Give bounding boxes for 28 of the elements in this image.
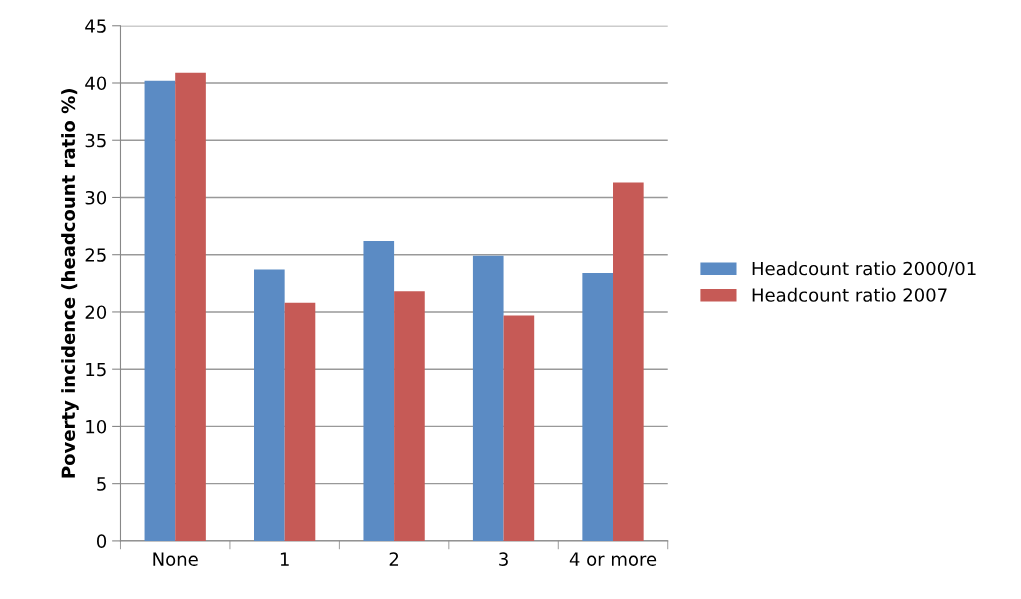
y-tick-label: 5	[97, 477, 106, 491]
legend-label: Headcount ratio 2007	[752, 287, 947, 302]
y-tick-label: 20	[85, 305, 107, 320]
y-tick-label: 0	[96, 534, 107, 549]
y-tick-label: 15	[86, 362, 106, 377]
x-tick-label: 4 or more	[569, 552, 657, 566]
bar	[613, 182, 644, 541]
bar	[582, 273, 614, 541]
bar	[175, 72, 206, 541]
y-tick-label: 40	[85, 76, 107, 91]
bar	[284, 302, 316, 541]
bar	[394, 291, 425, 541]
bar	[472, 255, 504, 541]
x-tick-label: 2	[389, 552, 399, 566]
legend-label: Headcount ratio 2000/01	[752, 261, 976, 277]
bar	[503, 315, 535, 541]
y-tick-label: 10	[86, 419, 107, 434]
bar	[363, 240, 395, 541]
bar	[144, 80, 176, 541]
y-tick-label: 35	[85, 133, 106, 148]
y-axis-title: Poverty incidence (headcount ratio %)	[61, 89, 79, 478]
y-tick-label: 25	[85, 248, 106, 262]
x-tick-label: 3	[499, 552, 508, 566]
y-tick-label: 45	[85, 19, 106, 33]
x-tick-label: None	[153, 552, 198, 566]
bar	[254, 269, 285, 541]
x-tick-label: 1	[280, 552, 289, 566]
y-tick-label: 30	[85, 190, 107, 205]
